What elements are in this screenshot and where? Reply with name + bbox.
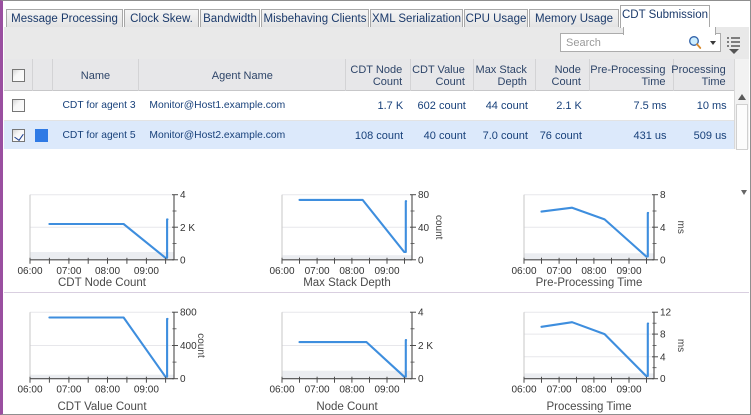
svg-text:06:00: 06:00 xyxy=(269,385,294,396)
svg-text:07:00: 07:00 xyxy=(305,266,330,277)
svg-text:09:00: 09:00 xyxy=(134,385,159,396)
svg-text:06:00: 06:00 xyxy=(269,266,294,277)
svg-text:CDT Node Count: CDT Node Count xyxy=(58,277,147,289)
svg-text:0: 0 xyxy=(660,255,666,266)
svg-text:4: 4 xyxy=(180,190,186,201)
svg-text:09:00: 09:00 xyxy=(134,266,159,277)
svg-text:06:00: 06:00 xyxy=(511,266,536,277)
svg-text:0: 0 xyxy=(660,374,666,385)
svg-text:12: 12 xyxy=(660,308,672,319)
svg-text:2 K: 2 K xyxy=(180,223,195,234)
svg-text:09:00: 09:00 xyxy=(616,385,641,396)
svg-text:07:00: 07:00 xyxy=(56,266,81,277)
svg-text:count: count xyxy=(433,215,444,240)
svg-text:07:00: 07:00 xyxy=(547,266,572,277)
svg-text:09:00: 09:00 xyxy=(374,385,399,396)
svg-text:06:00: 06:00 xyxy=(17,266,42,277)
svg-text:Processing Time: Processing Time xyxy=(546,401,631,413)
svg-text:40: 40 xyxy=(418,223,430,234)
svg-text:count: count xyxy=(195,333,206,358)
svg-text:800: 800 xyxy=(180,308,197,319)
svg-text:CDT Value Count: CDT Value Count xyxy=(57,401,147,413)
svg-text:2 K: 2 K xyxy=(418,341,433,352)
svg-text:Max Stack Depth: Max Stack Depth xyxy=(303,277,391,289)
svg-text:0: 0 xyxy=(180,374,186,385)
svg-text:07:00: 07:00 xyxy=(56,385,81,396)
svg-text:Pre-Processing Time: Pre-Processing Time xyxy=(536,277,643,289)
svg-text:07:00: 07:00 xyxy=(547,385,572,396)
svg-text:07:00: 07:00 xyxy=(305,385,330,396)
svg-text:4: 4 xyxy=(418,308,424,319)
svg-text:09:00: 09:00 xyxy=(374,266,399,277)
svg-text:8: 8 xyxy=(660,330,666,341)
svg-text:80: 80 xyxy=(418,190,430,201)
svg-text:0: 0 xyxy=(418,374,424,385)
svg-text:4: 4 xyxy=(660,223,666,234)
svg-text:0: 0 xyxy=(418,255,424,266)
svg-text:08:00: 08:00 xyxy=(95,266,120,277)
svg-text:ms: ms xyxy=(675,221,686,234)
svg-text:06:00: 06:00 xyxy=(17,385,42,396)
svg-text:09:00: 09:00 xyxy=(616,266,641,277)
svg-text:ms: ms xyxy=(675,339,686,352)
svg-text:400: 400 xyxy=(180,341,197,352)
svg-text:Node Count: Node Count xyxy=(316,401,378,413)
svg-text:06:00: 06:00 xyxy=(511,385,536,396)
svg-text:08:00: 08:00 xyxy=(581,266,606,277)
svg-text:08:00: 08:00 xyxy=(339,266,364,277)
svg-text:08:00: 08:00 xyxy=(581,385,606,396)
svg-text:08:00: 08:00 xyxy=(339,385,364,396)
svg-text:0: 0 xyxy=(180,255,186,266)
svg-text:8: 8 xyxy=(660,190,666,201)
svg-text:4: 4 xyxy=(660,352,666,363)
svg-text:08:00: 08:00 xyxy=(95,385,120,396)
